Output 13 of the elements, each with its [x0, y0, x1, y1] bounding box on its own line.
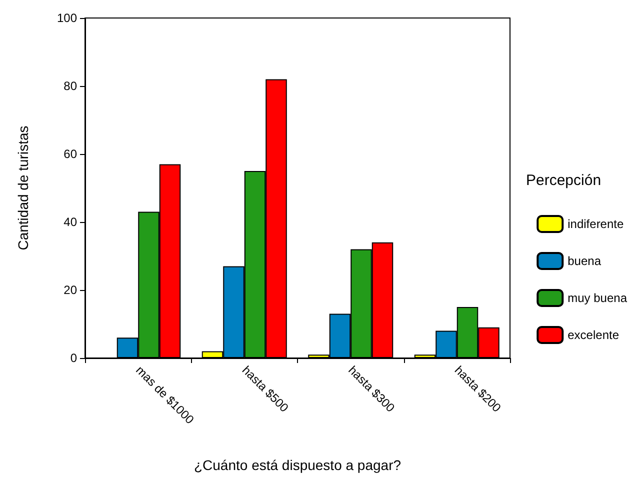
- y-tick-label: 80: [64, 79, 78, 93]
- legend-label: excelente: [568, 328, 620, 342]
- x-axis-title: ¿Cuánto está dispuesto a pagar?: [194, 457, 402, 473]
- y-tick-label: 0: [70, 351, 78, 365]
- legend-label: buena: [568, 254, 602, 268]
- legend-label: muy buena: [568, 291, 628, 305]
- legend-label: indiferente: [568, 217, 624, 231]
- y-tick-label: 40: [64, 215, 78, 229]
- y-tick-label: 100: [56, 11, 78, 25]
- y-tick-label: 20: [64, 283, 78, 297]
- y-axis-title: Cantidad de turistas: [15, 126, 31, 250]
- y-tick-label: 60: [64, 147, 78, 161]
- legend-title: Percepción: [526, 172, 602, 189]
